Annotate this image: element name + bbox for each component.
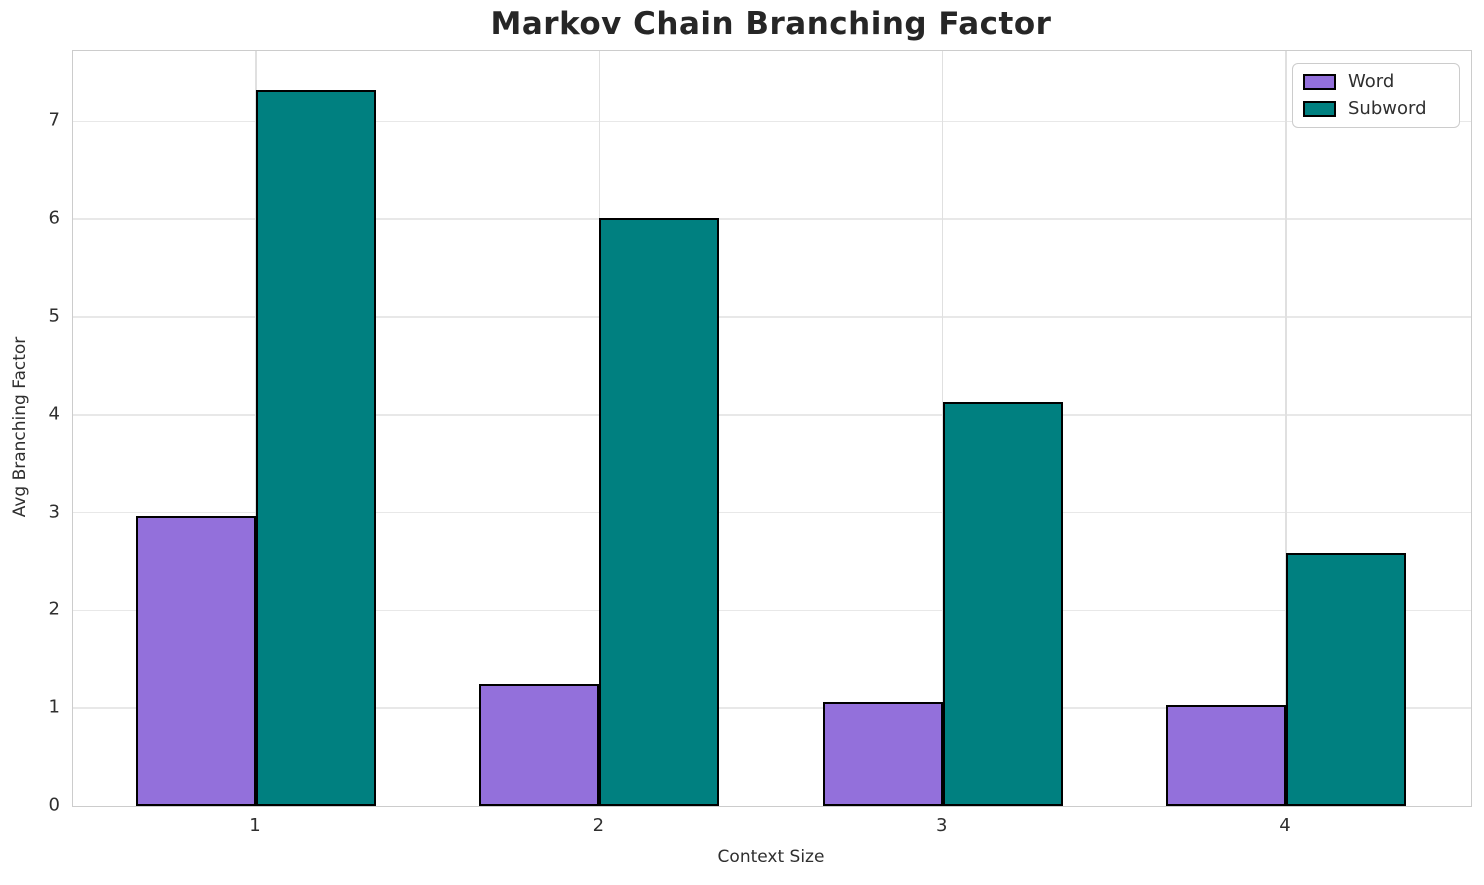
y-tick-label-4: 4 <box>48 403 60 425</box>
h-gridline-3 <box>73 511 1471 514</box>
bar-word-context-2 <box>479 684 600 806</box>
y-tick-label-6: 6 <box>48 207 60 229</box>
y-tick-label-2: 2 <box>48 598 60 620</box>
legend-item-subword: Subword <box>1303 98 1447 119</box>
y-tick-label-1: 1 <box>48 696 60 718</box>
y-axis-label: Avg Branching Factor <box>10 336 30 518</box>
word-series-swatch-icon <box>1303 73 1336 90</box>
y-tick-label-7: 7 <box>48 109 60 131</box>
legend-label-subword: Subword <box>1348 98 1427 119</box>
h-gridline-6 <box>73 218 1471 220</box>
chart-title: Markov Chain Branching Factor <box>490 6 1052 42</box>
x-tick-label-4: 4 <box>1279 815 1291 836</box>
y-tick-label-0: 0 <box>48 794 60 816</box>
y-axis-ticks: 0 1 2 3 4 5 6 7 <box>0 0 72 885</box>
bar-word-context-1 <box>136 516 256 806</box>
legend: Word Subword <box>1292 63 1460 128</box>
x-axis-label: Context Size <box>717 847 825 867</box>
bar-subword-context-3 <box>942 402 1063 806</box>
x-tick-label-1: 1 <box>249 815 261 836</box>
legend-label-word: Word <box>1348 71 1395 92</box>
bar-subword-context-4 <box>1286 553 1406 806</box>
bar-subword-context-2 <box>599 218 720 806</box>
y-tick-label-3: 3 <box>48 501 60 523</box>
h-gridline-7 <box>73 120 1471 123</box>
plot-area <box>72 50 1472 807</box>
h-gridline-5 <box>73 316 1471 318</box>
bar-subword-context-1 <box>256 90 376 806</box>
legend-item-word: Word <box>1303 71 1447 92</box>
bar-word-context-4 <box>1166 705 1286 806</box>
bar-word-context-3 <box>822 702 943 806</box>
subword-series-swatch-icon <box>1303 100 1336 117</box>
h-gridline-1 <box>73 707 1471 709</box>
x-tick-label-3: 3 <box>935 815 948 836</box>
x-tick-label-2: 2 <box>592 815 605 836</box>
h-gridline-4 <box>73 414 1471 416</box>
h-gridline-2 <box>73 609 1471 612</box>
y-tick-label-5: 5 <box>48 305 60 327</box>
v-gridline-4 <box>1285 51 1287 806</box>
